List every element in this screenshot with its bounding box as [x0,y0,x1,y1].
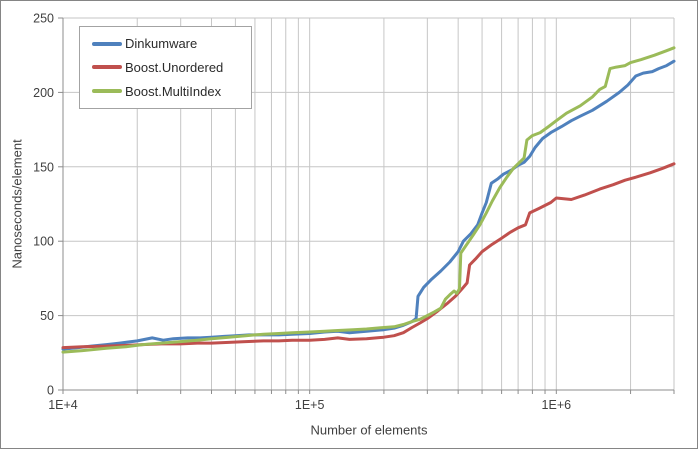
x-tick-label: 1E+6 [542,398,572,412]
legend-line-swatch [92,65,122,70]
series-line-boost-multiindex [61,46,676,354]
y-axis-title: Nanoseconds/element [9,139,25,269]
legend-item: Boost.Unordered [92,61,247,74]
x-tick-label: 1E+4 [48,398,78,412]
legend: Dinkumware Boost.Unordered Boost.MultiInde… [79,26,252,109]
series-line-boost-unordered [61,162,676,350]
legend-line-swatch [92,41,122,46]
legend-item: Dinkumware [92,37,247,50]
x-axis-title: Number of elements [310,422,428,438]
legend-item: Boost.MultiIndex [92,85,247,98]
series-line-dinkumware [61,59,676,351]
y-tick-label: 200 [33,86,54,100]
y-tick-label: 150 [33,160,54,174]
y-tick-label: 50 [40,309,54,323]
y-tick-label: 250 [33,12,54,26]
legend-label: Boost.MultiIndex [125,83,222,99]
legend-label: Dinkumware [125,36,198,52]
x-tick-label: 1E+5 [295,398,325,412]
y-tick-label: 100 [33,235,54,249]
legend-line-swatch [92,89,122,94]
y-tick-label: 0 [47,384,54,398]
legend-label: Boost.Unordered [125,59,224,75]
